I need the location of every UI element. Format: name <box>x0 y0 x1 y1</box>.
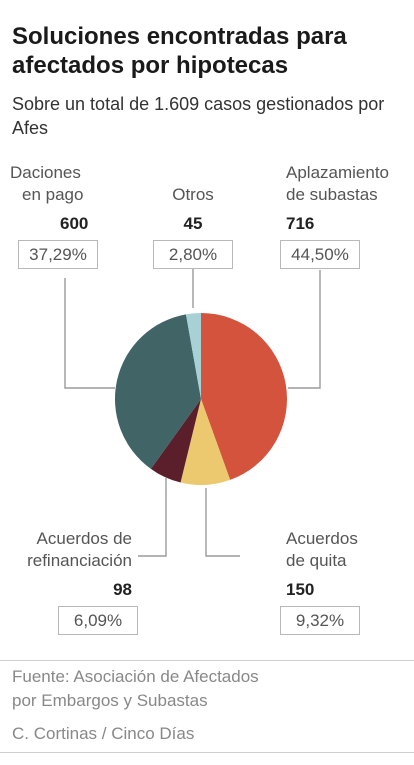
pie-slice-1 <box>180 399 231 486</box>
slice-value-daciones: 600 <box>60 214 89 233</box>
source-note: Fuente: Asociación de Afectados por Emba… <box>12 665 259 713</box>
leader-line-aplazamiento <box>288 270 321 389</box>
source-note-line2: por Embargos y Subastas <box>12 691 208 710</box>
slice-percent-refinanciacion: 6,09% <box>58 606 138 635</box>
pie-slice-4 <box>185 313 201 399</box>
slice-label-daciones: Daciones en pago <box>10 162 83 206</box>
credit: C. Cortinas / Cinco Días <box>12 724 195 743</box>
slice-label-aplazamiento-line2: de subastas <box>286 185 378 204</box>
leader-line-quita <box>205 488 240 557</box>
chart-subtitle: Sobre un total de 1.609 casos gestionado… <box>12 94 385 138</box>
slice-label-quita-line1: Acuerdos <box>286 529 358 548</box>
slice-label-quita: Acuerdos de quita <box>286 528 358 572</box>
slice-label-refinanciacion: Acuerdos de refinanciación <box>8 528 132 572</box>
chart-title: Soluciones encontradas para afectados po… <box>12 23 347 79</box>
slice-percent-aplazamiento: 44,50% <box>280 240 360 269</box>
slice-label-otros: Otros <box>172 185 214 204</box>
slice-label-quita-line2: de quita <box>286 551 347 570</box>
footer-divider-bottom <box>0 752 414 753</box>
slice-label-refinanciacion-line2: refinanciación <box>27 551 132 570</box>
slice-label-aplazamiento: Aplazamiento de subastas <box>286 162 389 206</box>
footer-divider-top <box>0 660 414 661</box>
leader-line-daciones <box>64 278 115 389</box>
slice-percent-daciones: 37,29% <box>18 240 98 269</box>
slice-value-quita: 150 <box>286 580 315 599</box>
slice-value-refinanciacion: 98 <box>113 580 132 599</box>
slice-percent-otros: 2,80% <box>153 240 233 269</box>
slice-value-aplazamiento: 716 <box>286 214 315 233</box>
source-note-line1: Fuente: Asociación de Afectados <box>12 667 259 686</box>
slice-percent-quita: 9,32% <box>280 606 360 635</box>
pie-slice-0 <box>201 313 288 480</box>
slice-label-aplazamiento-line1: Aplazamiento <box>286 163 390 182</box>
pie-slice-2 <box>150 399 201 483</box>
slice-label-daciones-line1: Daciones <box>10 163 81 182</box>
slice-label-refinanciacion-line1: Acuerdos de <box>36 529 132 548</box>
leader-lines <box>64 268 321 557</box>
slice-value-otros: 45 <box>183 214 203 233</box>
pie-slice-3 <box>114 314 201 469</box>
leader-line-refinanciacion <box>138 478 167 557</box>
pie-slices <box>114 313 288 486</box>
slice-label-daciones-line2: en pago <box>22 185 84 204</box>
